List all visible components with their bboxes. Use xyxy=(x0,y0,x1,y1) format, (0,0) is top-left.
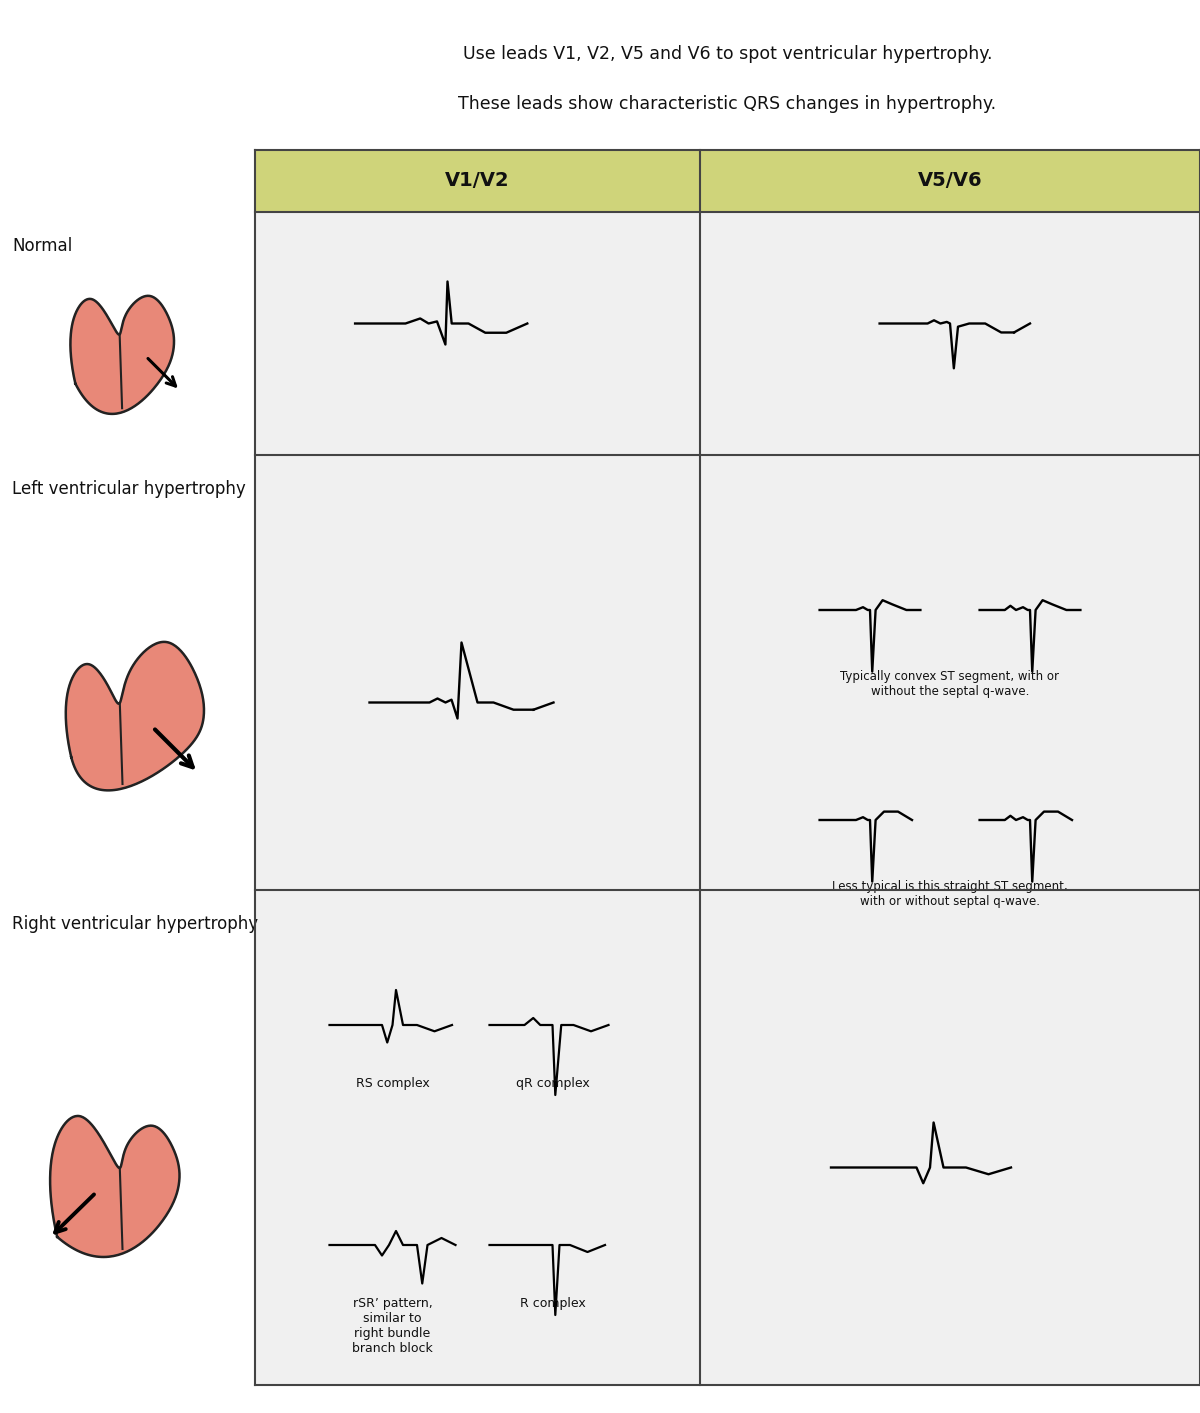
Bar xyxy=(254,212,700,455)
Bar xyxy=(254,890,700,1385)
Text: qR complex: qR complex xyxy=(516,1077,589,1089)
Bar xyxy=(700,150,1200,212)
Bar xyxy=(254,150,700,212)
Bar xyxy=(700,455,1200,890)
Text: Less typical is this straight ST segment,
with or without septal q-wave.: Less typical is this straight ST segment… xyxy=(832,880,1068,909)
Text: V1/V2: V1/V2 xyxy=(445,171,510,191)
Text: Left ventricular hypertrophy: Left ventricular hypertrophy xyxy=(12,480,246,497)
Bar xyxy=(700,890,1200,1385)
Bar xyxy=(0,455,254,890)
Polygon shape xyxy=(66,642,204,790)
Text: R complex: R complex xyxy=(520,1297,586,1310)
Text: Typically convex ST segment, with or
without the septal q-wave.: Typically convex ST segment, with or wit… xyxy=(840,670,1060,698)
Polygon shape xyxy=(71,295,174,414)
Text: RS complex: RS complex xyxy=(355,1077,430,1089)
Text: Normal: Normal xyxy=(12,237,72,254)
Text: Use leads V1, V2, V5 and V6 to spot ventricular hypertrophy.: Use leads V1, V2, V5 and V6 to spot vent… xyxy=(463,45,992,64)
Bar xyxy=(0,890,254,1385)
Text: These leads show characteristic QRS changes in hypertrophy.: These leads show characteristic QRS chan… xyxy=(458,95,996,113)
Bar xyxy=(700,212,1200,455)
Polygon shape xyxy=(50,1116,180,1258)
Bar xyxy=(254,455,700,890)
Text: Right ventricular hypertrophy: Right ventricular hypertrophy xyxy=(12,916,258,933)
Bar xyxy=(0,212,254,455)
Text: V5/V6: V5/V6 xyxy=(918,171,983,191)
Text: rSR’ pattern,
similar to
right bundle
branch block: rSR’ pattern, similar to right bundle br… xyxy=(352,1297,433,1355)
